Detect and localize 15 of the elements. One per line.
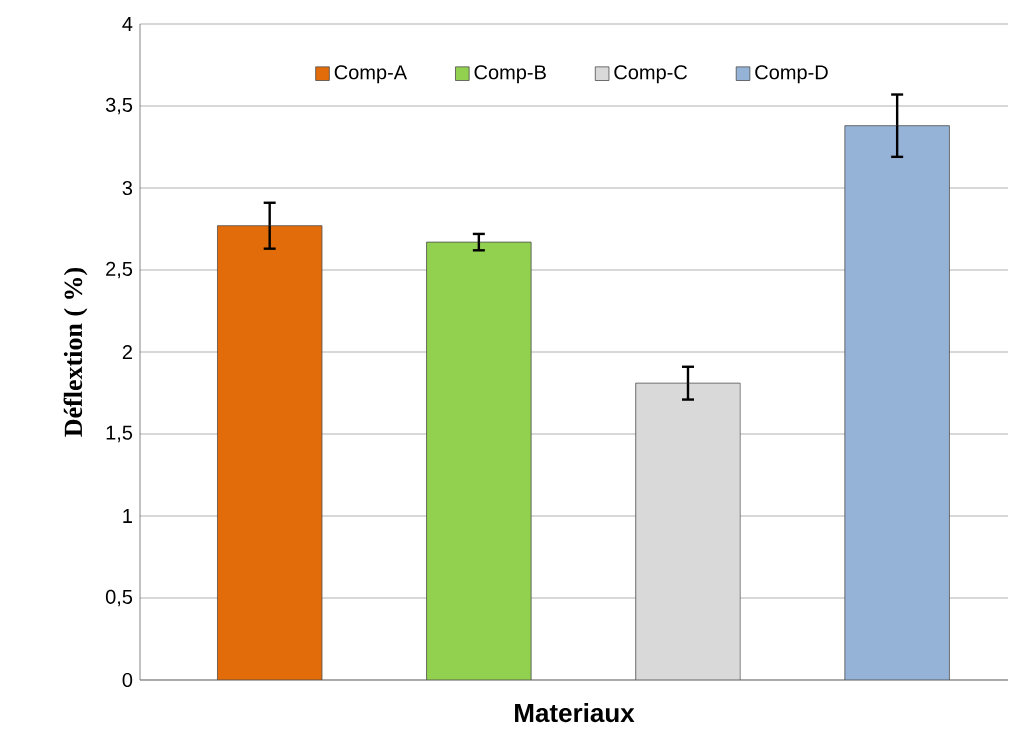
y-tick-label: 1,5 — [106, 425, 133, 443]
y-tick-label: 2,5 — [106, 261, 133, 279]
y-tick-label: 2 — [122, 345, 132, 359]
x-axis-title: Materiaux — [515, 703, 635, 723]
legend-label: Comp-D — [755, 65, 828, 84]
y-tick-label: 3 — [122, 180, 133, 196]
legend-label: Comp-B — [474, 65, 546, 84]
legend-label: Comp-C — [614, 65, 688, 84]
legend-label: Comp-A — [334, 65, 408, 84]
y-axis-title: Déflextion ( %) — [63, 267, 88, 437]
y-tick-label: 4 — [122, 17, 133, 31]
y-tick-label: 0,5 — [105, 589, 133, 607]
y-tick-label: 3,5 — [105, 97, 133, 115]
y-tick-label: 1 — [123, 509, 132, 523]
y-tick-label: 0 — [122, 672, 133, 688]
